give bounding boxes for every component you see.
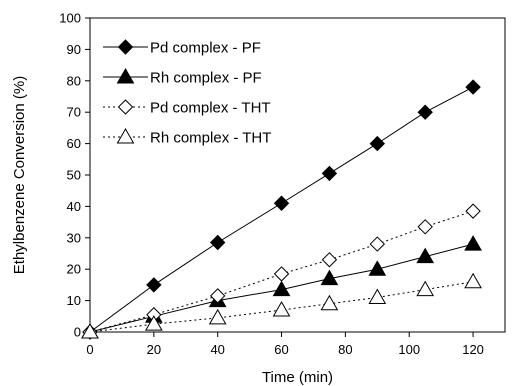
y-tick-label: 70: [67, 105, 81, 120]
legend-marker: [116, 127, 135, 144]
legend-entry-2: Rh complex - PF: [103, 67, 262, 87]
data-point: [144, 315, 163, 331]
series-layer: [81, 79, 482, 340]
legend-entry-4: Rh complex - THT: [103, 127, 271, 147]
data-point: [273, 266, 290, 282]
legend-label: Pd complex - PF: [150, 40, 261, 57]
series-line: [89, 281, 474, 333]
x-tick-label: 80: [338, 342, 352, 357]
y-tick-label: 40: [67, 199, 81, 214]
y-tick-label: 60: [67, 136, 81, 151]
x-tick-label: 60: [274, 342, 288, 357]
data-point: [464, 235, 482, 251]
series-3: [82, 203, 481, 340]
series-line: [89, 210, 474, 333]
data-point: [272, 280, 291, 297]
data-point: [465, 79, 481, 95]
data-point: [369, 236, 386, 252]
data-point: [465, 203, 481, 219]
data-point: [320, 294, 339, 311]
legend-marker: [117, 39, 134, 55]
legend-marker: [116, 67, 135, 84]
data-point: [321, 252, 338, 268]
data-point: [368, 260, 387, 276]
series-1: [82, 79, 481, 340]
data-point: [146, 277, 162, 293]
y-tick-label: 90: [67, 42, 81, 57]
y-tick-label: 100: [59, 11, 81, 26]
x-tick-label: 0: [86, 342, 93, 357]
y-tick-label: 30: [67, 230, 81, 245]
legend-marker: [117, 99, 134, 115]
x-tick-label: 120: [462, 342, 484, 357]
data-point: [272, 301, 291, 317]
legend-label: Pd complex - THT: [150, 100, 271, 117]
data-point: [416, 247, 435, 264]
data-point: [320, 269, 339, 286]
y-tick-label: 10: [67, 293, 81, 308]
x-tick-label: 100: [398, 342, 420, 357]
y-tick-label: 50: [67, 168, 81, 183]
data-point: [417, 219, 433, 235]
legend-label: Rh complex - PF: [150, 70, 262, 87]
series-2: [81, 235, 482, 339]
y-axis-title: Ethylbenzene Conversion (%): [11, 76, 28, 274]
data-point: [369, 135, 386, 152]
series-line: [89, 86, 474, 333]
x-tick-label: 20: [147, 342, 161, 357]
data-point: [208, 308, 227, 325]
y-tick-label: 0: [74, 325, 81, 340]
legend: Pd complex - PF Rh complex - PF Pd complex…: [103, 39, 271, 147]
y-tick-label: 80: [67, 73, 81, 88]
data-point: [416, 280, 435, 297]
data-point: [417, 104, 433, 120]
data-point: [273, 195, 290, 211]
data-point: [368, 288, 387, 304]
legend-entry-3: Pd complex - THT: [103, 99, 271, 117]
data-point: [464, 272, 482, 289]
series-4: [81, 272, 482, 339]
data-point: [321, 165, 338, 182]
series-line: [89, 243, 474, 333]
axes: 0 10 20 30 40 50 60 70 80 90 100 0 20 40 60 80 100 120: [59, 11, 506, 357]
data-point: [81, 322, 99, 339]
legend-entry-1: Pd complex - PF: [103, 39, 261, 57]
x-axis-title: Time (min): [262, 369, 333, 386]
y-tick-label: 20: [67, 262, 81, 277]
legend-label: Rh complex - THT: [150, 130, 271, 147]
data-point: [209, 288, 226, 304]
data-point: [209, 234, 226, 251]
x-tick-label: 40: [210, 342, 224, 357]
